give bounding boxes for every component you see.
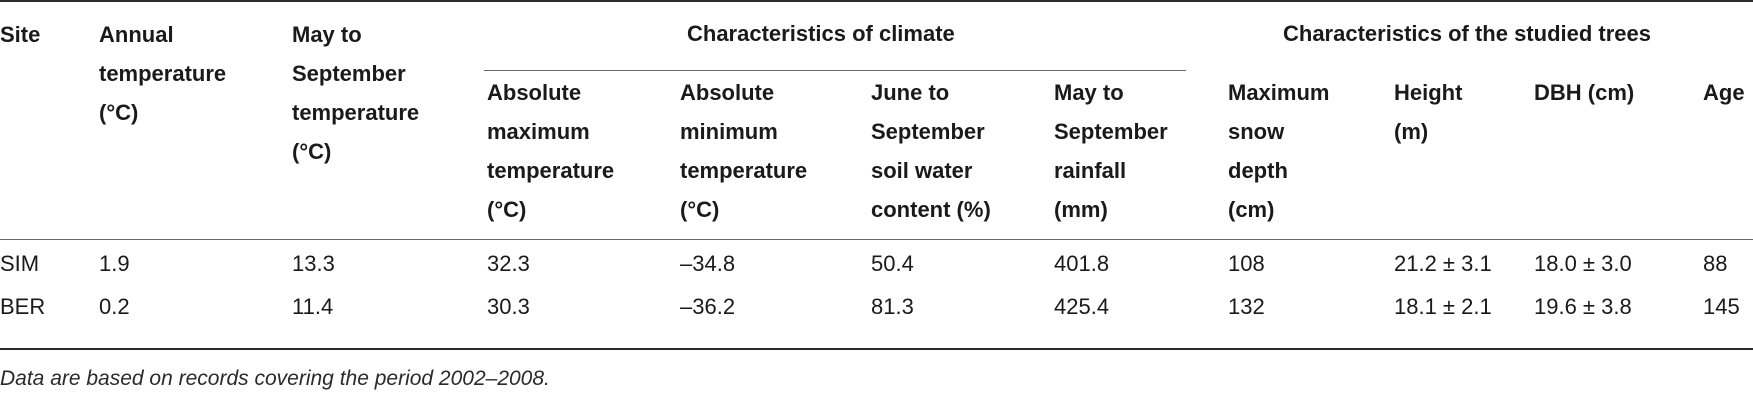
cell-soil-water-content: 50.4 [871,251,914,276]
col-header-line: September [871,119,985,144]
col-header-line: (°C) [292,139,332,164]
cell-rainfall: 425.4 [1054,294,1110,319]
header-bottom-rule [0,239,1753,240]
col-header-line: (°C) [487,197,527,222]
cell-absolute-maximum-temperature: 32.3 [487,251,530,276]
group-header-trees: Characteristics of the studied trees [1283,21,1652,46]
col-header-line: temperature [487,158,615,183]
col-header-line: temperature [292,100,420,125]
col-header-line: minimum [680,119,778,144]
col-header-dbh: DBH (cm) [1534,80,1635,105]
col-header-line: maximum [487,119,590,144]
cell-absolute-minimum-temperature: –36.2 [680,294,736,319]
table-footnote: Data are based on records covering the p… [0,367,550,390]
cell-maximum-snow-depth: 108 [1228,251,1265,276]
col-header-line: (m) [1394,119,1429,144]
col-header-age: Age [1703,80,1745,105]
cell-annual-temperature: 0.2 [99,294,130,319]
cell-may-sep-temperature: 11.4 [292,294,334,319]
col-header-line: depth [1228,158,1288,183]
cell-site: BER [0,294,46,319]
group-header-climate: Characteristics of climate [687,21,955,46]
cell-age: 145 [1703,294,1740,319]
col-header-line: rainfall [1054,158,1127,183]
col-header-line: May to [292,22,362,47]
col-header-may-sep-temperature: May to September temperature (°C) [292,15,419,171]
col-header-line: soil water [871,158,973,183]
cell-absolute-minimum-temperature: –34.8 [680,251,736,276]
col-header-line: (cm) [1228,197,1275,222]
cell-dbh: 18.0 ± 3.0 [1534,251,1632,276]
col-header-line: May to [1054,80,1124,105]
table-bottom-rule [0,348,1753,350]
col-header-line: Absolute [487,80,582,105]
cell-age: 88 [1703,251,1728,276]
col-header-site: Site [0,22,41,47]
top-rule [0,0,1753,2]
col-header-soil-water-content: June to September soil water content (%) [871,73,991,229]
cell-annual-temperature: 1.9 [99,251,130,276]
col-header-line: content (%) [871,197,991,222]
col-header-line: June to [871,80,950,105]
col-header-line: temperature [99,61,227,86]
col-header-line: (°C) [99,100,139,125]
col-header-line: Maximum [1228,80,1330,105]
col-header-maximum-snow-depth: Maximum snow depth (cm) [1228,73,1329,229]
climate-group-underline [484,70,1186,71]
col-header-height: Height (m) [1394,73,1462,151]
col-header-absolute-minimum-temperature: Absolute minimum temperature (°C) [680,73,807,229]
col-header-line: Height [1394,80,1463,105]
col-header-line: (°C) [680,197,720,222]
cell-dbh: 19.6 ± 3.8 [1534,294,1632,319]
col-header-line: temperature [680,158,808,183]
col-header-line: snow [1228,119,1285,144]
cell-absolute-maximum-temperature: 30.3 [487,294,530,319]
cell-maximum-snow-depth: 132 [1228,294,1265,319]
col-header-line: Absolute [680,80,775,105]
cell-soil-water-content: 81.3 [871,294,914,319]
cell-may-sep-temperature: 13.3 [292,251,335,276]
col-header-line: September [292,61,406,86]
col-header-rainfall: May to September rainfall (mm) [1054,73,1168,229]
col-header-line: Annual [99,22,174,47]
cell-rainfall: 401.8 [1054,251,1110,276]
col-header-absolute-maximum-temperature: Absolute maximum temperature (°C) [487,73,614,229]
col-header-annual-temperature: Annual temperature (°C) [99,15,226,132]
cell-height: 21.2 ± 3.1 [1394,251,1492,276]
col-header-line: September [1054,119,1168,144]
cell-height: 18.1 ± 2.1 [1394,294,1492,319]
cell-site: SIM [0,251,40,276]
col-header-line: (mm) [1054,197,1108,222]
